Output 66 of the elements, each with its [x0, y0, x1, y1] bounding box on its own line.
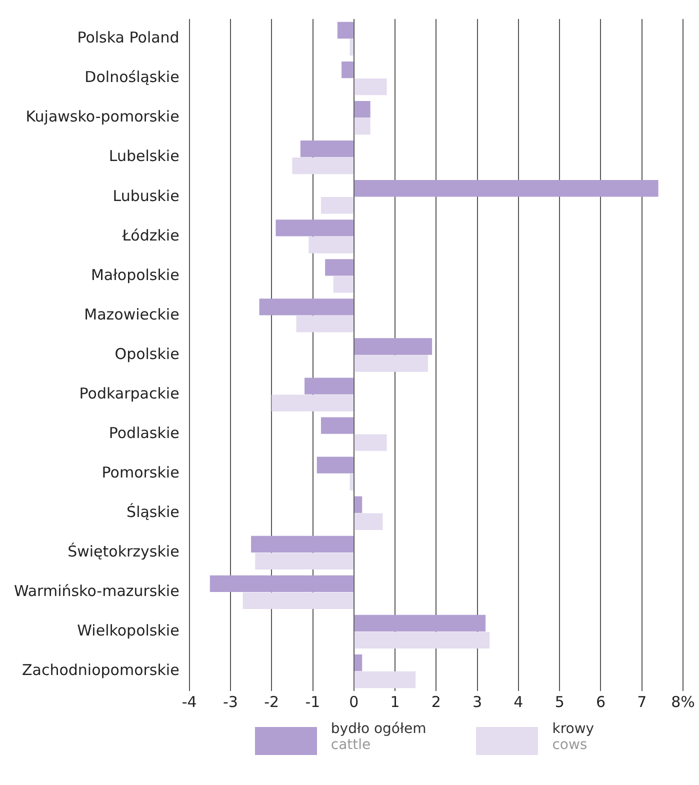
bar: [354, 513, 383, 530]
y-tick-label: Pomorskie: [102, 463, 180, 482]
bar: [325, 259, 354, 276]
y-tick-label: Świętokrzyskie: [68, 542, 180, 561]
y-tick-label: Wielkopolskie: [77, 622, 180, 640]
bar: [354, 78, 387, 96]
x-tick-label: -2: [264, 692, 280, 711]
x-tick-label: 2: [431, 692, 441, 711]
bar: [354, 654, 362, 672]
bar: [292, 158, 354, 174]
x-tick-label: 4: [514, 692, 524, 711]
x-tick-label: 3: [472, 692, 482, 711]
y-tick-label: Małopolskie: [90, 266, 180, 284]
bar: [316, 456, 354, 474]
bar: [354, 338, 432, 355]
bar: [304, 378, 354, 394]
y-tick-label: Kujawsko-pomorskie: [26, 108, 180, 126]
x-tick-label: 7: [637, 692, 647, 711]
bar: [276, 220, 354, 236]
bar: [354, 118, 370, 135]
y-tick-label: Zachodniopomorskie: [22, 661, 180, 680]
bar: [320, 417, 354, 434]
y-tick-label: Podlaskie: [108, 424, 180, 442]
x-tick-label: 1: [390, 692, 400, 711]
bar: [255, 552, 354, 570]
y-tick-label: Lubuskie: [112, 186, 180, 205]
bar: [342, 61, 354, 78]
bar: [300, 140, 354, 158]
bar: [296, 316, 354, 332]
bar: [354, 632, 490, 649]
bar: [350, 474, 354, 490]
bar: [354, 496, 362, 513]
x-tick-label: 6: [596, 692, 606, 711]
y-tick-label: Opolskie: [114, 344, 180, 363]
bar: [333, 276, 354, 293]
bar: [354, 180, 658, 197]
x-tick-label: -4: [182, 692, 197, 711]
y-tick-label: Śląskie: [126, 503, 180, 522]
x-tick-label: 5: [554, 692, 564, 711]
y-tick-label: Warmińsko-mazurskie: [14, 582, 180, 600]
y-tick-label: Mazowieckie: [84, 305, 180, 324]
bar: [272, 394, 354, 412]
bar: [259, 298, 354, 316]
y-tick-label: Dolnośląskie: [84, 68, 180, 86]
y-tick-label: Łódzkie: [121, 226, 180, 244]
y-tick-label: Podkarpackie: [79, 384, 180, 402]
bar: [354, 434, 387, 451]
x-tick-label: 0: [349, 692, 359, 711]
bar: [354, 671, 416, 688]
bar: [308, 236, 354, 254]
bar: [210, 575, 354, 592]
bar: [354, 100, 370, 118]
bar: [354, 355, 428, 372]
x-tick-label: -1: [305, 692, 320, 711]
bar: [320, 197, 354, 214]
legend-label: bydło ogółem cattle: [330, 721, 426, 753]
y-tick-label: Lubelskie: [108, 147, 180, 166]
bar: [337, 22, 354, 39]
bar: [354, 614, 486, 632]
y-tick-label: Polska Poland: [77, 28, 180, 47]
bar: [242, 592, 354, 610]
bar: [251, 536, 354, 552]
legend-label: krowy cows: [552, 721, 594, 753]
x-tick-label: -3: [222, 692, 238, 711]
bar: [350, 38, 354, 56]
x-tick-label: 8%: [671, 692, 695, 711]
